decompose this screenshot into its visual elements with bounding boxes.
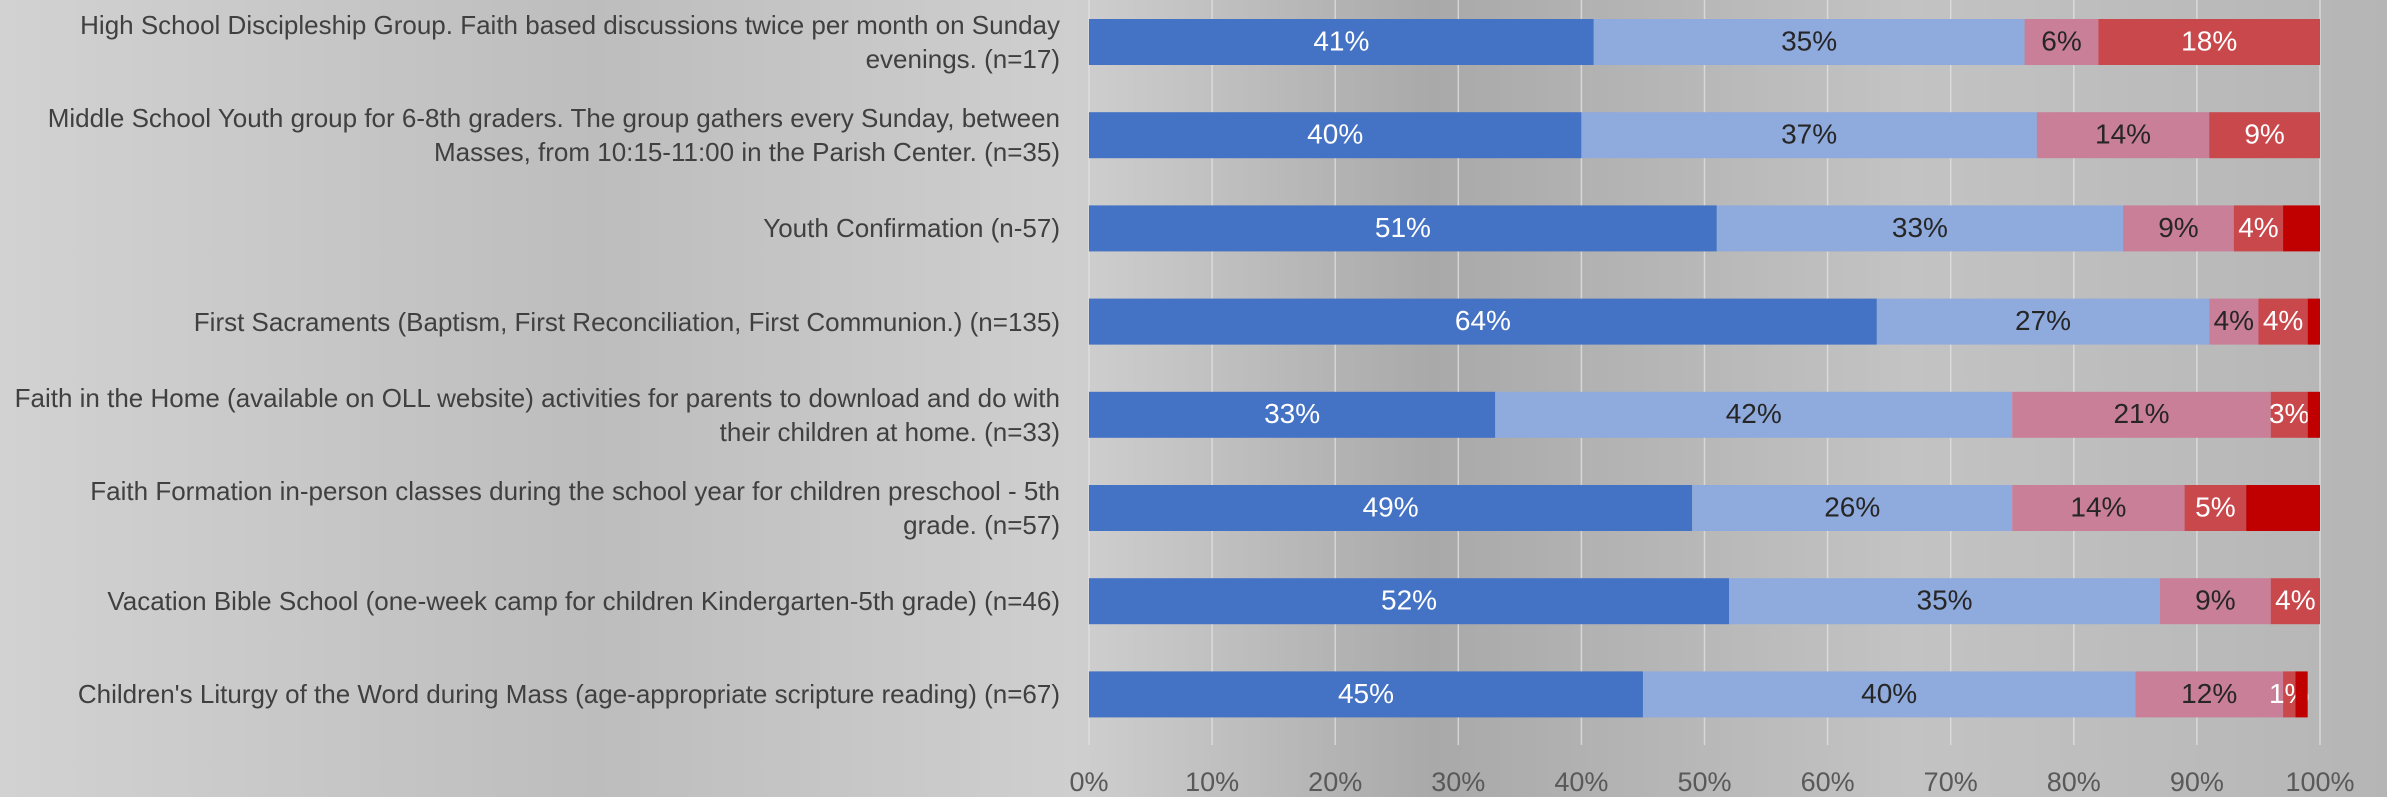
bar-segment bbox=[2246, 485, 2320, 531]
bar-segment bbox=[1089, 205, 1717, 252]
category-label: Faith Formation in-person classes during… bbox=[90, 476, 1060, 540]
value-label: 42% bbox=[1726, 398, 1782, 429]
value-label: 41% bbox=[1313, 25, 1369, 56]
x-tick-label: 0% bbox=[1069, 767, 1108, 797]
bar-segment bbox=[2258, 298, 2308, 345]
x-tick-label: 70% bbox=[1924, 767, 1978, 797]
category-label: High School Discipleship Group. Faith ba… bbox=[80, 10, 1060, 74]
value-label: 51% bbox=[1375, 212, 1431, 243]
bar-segment bbox=[1876, 298, 2210, 345]
value-label: 27% bbox=[2015, 305, 2071, 336]
value-label: 49% bbox=[1363, 491, 1419, 522]
value-label: 9% bbox=[2195, 585, 2235, 616]
value-label: 35% bbox=[1917, 585, 1973, 616]
bar-segment bbox=[2184, 485, 2247, 531]
value-label: 45% bbox=[1338, 678, 1394, 709]
bar-segment bbox=[2159, 578, 2271, 625]
bar-segment bbox=[2098, 19, 2320, 65]
bar-segment bbox=[2024, 19, 2099, 65]
value-label: 6% bbox=[2041, 25, 2081, 56]
category-label: Faith in the Home (available on OLL webs… bbox=[14, 382, 1060, 447]
x-tick-label: 20% bbox=[1308, 767, 1362, 797]
value-label: 12% bbox=[2181, 678, 2237, 709]
value-label: 14% bbox=[2070, 491, 2126, 522]
bar-segment bbox=[2209, 112, 2320, 159]
value-label: 18% bbox=[2181, 25, 2237, 56]
bar-segment bbox=[2012, 485, 2185, 531]
bar-segment bbox=[1089, 112, 1582, 159]
bar-segment bbox=[2283, 671, 2296, 718]
x-tick-label: 60% bbox=[1801, 767, 1855, 797]
x-tick-label: 40% bbox=[1554, 767, 1608, 797]
bar-segment bbox=[2135, 671, 2284, 718]
value-label: 4% bbox=[2214, 305, 2254, 336]
x-tick-label: 30% bbox=[1431, 767, 1485, 797]
bar-segment bbox=[1593, 19, 2025, 65]
category-label: Middle School Youth group for 6-8th grad… bbox=[47, 103, 1060, 168]
bar-segment bbox=[1089, 298, 1877, 345]
bar-segment bbox=[2270, 578, 2320, 625]
bar-segment bbox=[1089, 391, 1496, 438]
value-label: 64% bbox=[1455, 305, 1511, 336]
bar-segment bbox=[2012, 391, 2271, 438]
value-label: 40% bbox=[1861, 678, 1917, 709]
value-label: 21% bbox=[2113, 398, 2169, 429]
category-label: First Sacraments (Baptism, First Reconci… bbox=[193, 306, 1060, 337]
value-label: 9% bbox=[2244, 119, 2284, 150]
value-label: 35% bbox=[1781, 25, 1837, 56]
bar-segment bbox=[1642, 671, 2136, 718]
bar-segment bbox=[1089, 485, 1693, 531]
bar-segment bbox=[1089, 19, 1594, 65]
bar-segment bbox=[2270, 391, 2308, 438]
value-label: 5% bbox=[2195, 491, 2235, 522]
value-label: 14% bbox=[2095, 119, 2151, 150]
x-tick-label: 50% bbox=[1677, 767, 1731, 797]
x-tick-label: 10% bbox=[1185, 767, 1239, 797]
value-label: 4% bbox=[2263, 305, 2303, 336]
category-label: Youth Confirmation (n-57) bbox=[763, 213, 1060, 244]
bar-segment bbox=[2209, 298, 2259, 345]
bar-segment bbox=[1089, 671, 1643, 718]
value-label: 40% bbox=[1307, 119, 1363, 150]
bar-segment bbox=[1089, 578, 1730, 625]
x-tick-label: 90% bbox=[2170, 767, 2224, 797]
value-label: 33% bbox=[1264, 398, 1320, 429]
category-label: Vacation Bible School (one-week camp for… bbox=[107, 586, 1060, 617]
bar-segment bbox=[2036, 112, 2210, 159]
bar-segment bbox=[1495, 391, 2013, 438]
bar-segment bbox=[2295, 671, 2308, 718]
value-label: 4% bbox=[2275, 585, 2315, 616]
bar-segment bbox=[2307, 391, 2320, 438]
value-label: 3% bbox=[2269, 398, 2309, 429]
bar-segment bbox=[1716, 205, 2124, 252]
bar-segment bbox=[2123, 205, 2234, 252]
value-label: 52% bbox=[1381, 585, 1437, 616]
category-label: Children's Liturgy of the Word during Ma… bbox=[77, 679, 1060, 710]
value-label: 9% bbox=[2158, 212, 2198, 243]
value-label: 26% bbox=[1824, 491, 1880, 522]
value-label: 33% bbox=[1892, 212, 1948, 243]
bar-segment bbox=[1729, 578, 2160, 625]
value-label: 37% bbox=[1781, 119, 1837, 150]
bar-segment bbox=[2307, 298, 2320, 345]
bar-segment bbox=[1692, 485, 2013, 531]
x-tick-label: 80% bbox=[2047, 767, 2101, 797]
bar-segment bbox=[2233, 205, 2284, 252]
value-label: 4% bbox=[2238, 212, 2278, 243]
bar-segment bbox=[2283, 205, 2320, 252]
x-tick-label: 100% bbox=[2285, 767, 2354, 797]
bar-segment bbox=[1581, 112, 2037, 159]
